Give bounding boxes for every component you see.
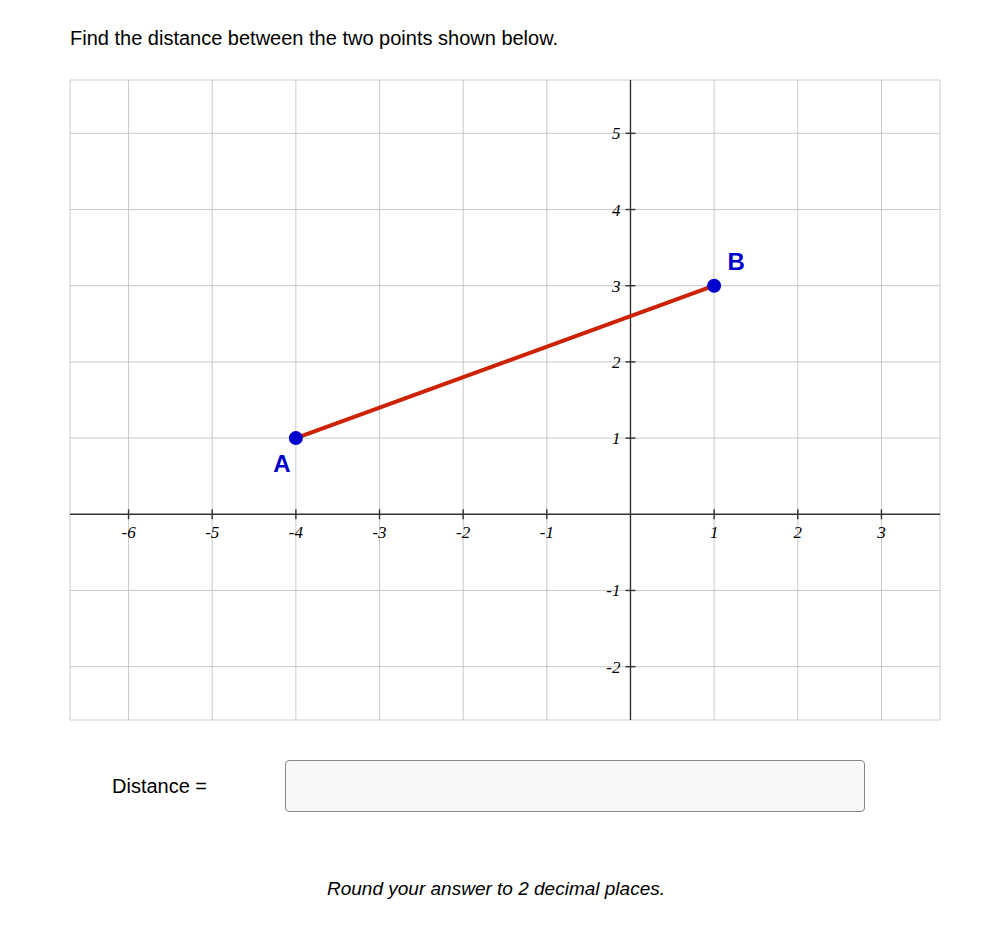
- y-tick-label: 1: [612, 429, 621, 448]
- grid-line-y: [70, 133, 940, 134]
- page: Find the distance between the two points…: [0, 0, 992, 927]
- grid: [70, 80, 940, 720]
- grid-line-x: [546, 80, 547, 720]
- x-tick-label: -3: [372, 523, 386, 542]
- x-tick-label: -5: [205, 523, 219, 542]
- round-note: Round your answer to 2 decimal places.: [327, 878, 665, 899]
- point-label: A: [273, 450, 290, 477]
- grid-line-y: [70, 666, 940, 667]
- x-tick: [295, 509, 296, 519]
- grid-line-x: [212, 80, 213, 720]
- answer-input[interactable]: [285, 760, 865, 812]
- y-tick-label: 3: [611, 277, 621, 296]
- plot-frame: [70, 80, 940, 720]
- distance-label: Distance =: [112, 775, 207, 797]
- x-tick: [713, 509, 714, 519]
- grid-line-x: [379, 80, 380, 720]
- x-tick-label: -2: [456, 523, 471, 542]
- segment: [296, 286, 714, 438]
- grid-line-y: [70, 438, 940, 439]
- x-tick: [128, 509, 129, 519]
- x-tick: [212, 509, 213, 519]
- y-tick: [625, 666, 635, 667]
- y-tick-label: -1: [606, 581, 620, 600]
- y-tick-label: -2: [606, 658, 621, 677]
- x-tick-label: 3: [876, 523, 886, 542]
- x-tick-label: 2: [794, 523, 803, 542]
- grid-line-x: [714, 80, 715, 720]
- grid-line-x: [295, 80, 296, 720]
- x-tick-label: 1: [710, 523, 719, 542]
- axes: -6 -5 -4 -3 -2 -1 1 2 3 -2 -1 1 2 3 4 5: [70, 80, 940, 720]
- point: [707, 279, 721, 293]
- x-tick-label: -1: [540, 523, 554, 542]
- x-tick: [797, 509, 798, 519]
- point: [289, 431, 303, 445]
- y-tick-label: 4: [612, 201, 621, 220]
- y-tick-label: 2: [612, 353, 621, 372]
- y-tick: [625, 361, 635, 362]
- data-marks: [289, 279, 721, 445]
- x-tick: [379, 509, 380, 519]
- x-tick: [462, 509, 463, 519]
- y-tick: [625, 133, 635, 134]
- y-axis-line: [630, 80, 631, 720]
- point-labels: AB: [273, 248, 745, 477]
- grid-line-x: [128, 80, 129, 720]
- grid-line-x: [463, 80, 464, 720]
- y-tick: [625, 590, 635, 591]
- title: Find the distance between the two points…: [70, 27, 558, 49]
- grid-line-y: [70, 590, 940, 591]
- x-tick-label: -6: [121, 523, 136, 542]
- point-label: B: [727, 248, 744, 275]
- x-tick: [881, 509, 882, 519]
- y-tick: [625, 437, 635, 438]
- y-tick: [625, 285, 635, 286]
- x-axis-line: [70, 514, 940, 515]
- grid-line-y: [70, 285, 940, 286]
- x-tick-label: -4: [289, 523, 304, 542]
- grid-line-y: [70, 209, 940, 210]
- grid-line-x: [797, 80, 798, 720]
- x-tick: [546, 509, 547, 519]
- grid-line-x: [881, 80, 882, 720]
- y-tick: [625, 209, 635, 210]
- y-tick-label: 5: [612, 124, 621, 143]
